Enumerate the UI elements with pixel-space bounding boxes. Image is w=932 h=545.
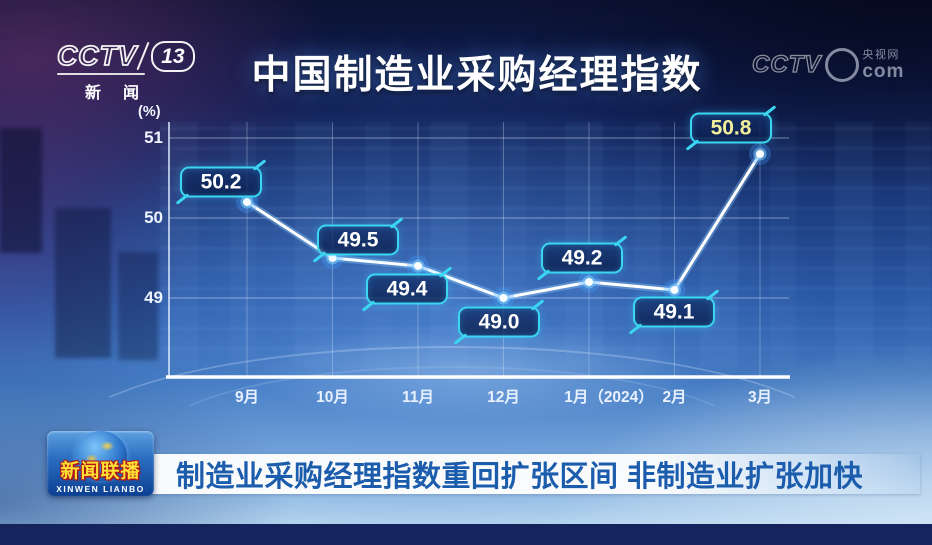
data-label-badge: 49.1 — [633, 296, 715, 328]
news-ticker-text: 制造业采购经理指数重回扩张区间 非制造业扩张加快 — [176, 461, 864, 493]
x-axis-tick-label: 3月 — [747, 389, 773, 406]
x-axis-tick-label: 2月 — [662, 389, 687, 406]
data-label-badge: 50.2 — [180, 166, 262, 198]
x-axis-tick-label: 10月 — [316, 389, 349, 406]
cctv13-slash-icon — [136, 41, 150, 71]
cctvcom-circle-icon — [825, 48, 860, 82]
chart-title: 中国制造业采购经理指数 — [251, 54, 703, 97]
xinwen-lianbo-logo: 新闻联播 XINWEN LIANBO — [47, 431, 154, 496]
cctv13-underline — [57, 73, 145, 75]
floor-arc — [150, 366, 754, 520]
data-label-badge: 49.2 — [541, 242, 623, 274]
news-ticker-bar: 制造业采购经理指数重回扩张区间 非制造业扩张加快 — [150, 454, 920, 494]
cctv13-channel-number: 13 — [151, 40, 195, 72]
x-axis-tick-label: 1月（2024） — [564, 389, 654, 406]
data-point — [585, 278, 593, 286]
y-axis-tick-label: 49 — [144, 288, 163, 307]
cctvcom-text-stack: 央视网 com — [862, 48, 905, 82]
cctvcom-wordmark: CCTV — [751, 50, 822, 78]
x-axis-tick-label: 9月 — [234, 389, 260, 406]
program-subtitle: XINWEN LIANBO — [56, 484, 145, 494]
data-point — [670, 286, 679, 294]
floor-arc — [58, 346, 846, 545]
data-point — [414, 262, 422, 270]
cctv13-logo-row: CCTV 13 — [56, 39, 195, 72]
background-skyline-block — [0, 128, 42, 253]
y-axis-tick-label: 51 — [144, 128, 163, 147]
background-skyline-block — [118, 252, 158, 360]
x-axis-tick-label: 12月 — [487, 389, 520, 406]
cctvcom-domain: com — [862, 60, 905, 82]
background-skyline-block — [55, 208, 111, 358]
cctvcom-watermark: CCTV 央视网 com — [751, 48, 905, 82]
data-point — [756, 150, 764, 158]
data-label-badge: 49.4 — [366, 273, 448, 305]
program-title: 新闻联播 — [60, 461, 141, 482]
chart-area: (%) 51 50 49 9月 10月 11月 12月 1月（2024） 2月 3月 50.2 49.… — [0, 0, 932, 524]
data-point — [499, 294, 508, 302]
data-point — [243, 198, 251, 206]
cctvcom-site-name: 央视网 — [862, 48, 900, 61]
x-axis-tick-label: 11月 — [402, 389, 434, 406]
cctv13-channel-name: 新闻 — [85, 85, 162, 102]
cctv13-logo: CCTV 13 新闻 — [56, 39, 195, 103]
data-label-badge: 49.5 — [317, 224, 399, 256]
globe-icon — [74, 431, 127, 481]
data-label-badge: 49.0 — [458, 306, 540, 338]
y-axis-tick-label: 50 — [144, 208, 163, 227]
cctv13-wordmark: CCTV — [56, 39, 138, 72]
y-axis-unit-label: (%) — [138, 104, 161, 120]
data-label-badge: 50.8 — [690, 112, 772, 144]
data-point — [328, 254, 337, 262]
line-chart — [166, 122, 790, 379]
